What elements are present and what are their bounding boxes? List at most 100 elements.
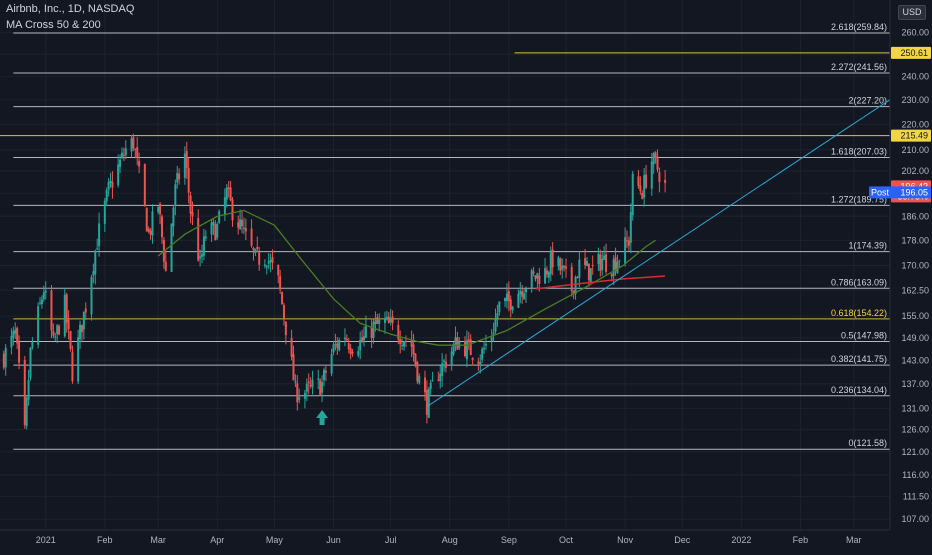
candle-body: [52, 331, 55, 336]
candle-body: [199, 256, 202, 259]
post-tag-bg: [869, 186, 891, 199]
candle-body: [404, 340, 407, 342]
candle-body: [119, 159, 122, 167]
candle-body: [645, 174, 648, 188]
indicator-label[interactable]: MA Cross 50 & 200: [6, 19, 101, 31]
candle-body: [298, 397, 301, 400]
candle-body: [172, 207, 175, 227]
candle-body: [14, 329, 17, 334]
ma-slow-line: [535, 275, 666, 290]
candle-body: [27, 380, 30, 400]
time-tick-label: 2022: [731, 535, 751, 545]
candle-body: [505, 293, 508, 302]
candle-body: [565, 266, 568, 269]
candle-body: [132, 136, 135, 149]
currency-button[interactable]: USD: [898, 5, 926, 20]
candle-body: [130, 138, 133, 152]
candle-body: [237, 222, 240, 228]
candle-body: [98, 223, 101, 247]
candle-body: [267, 260, 270, 264]
candle-body: [652, 153, 655, 165]
candle-body: [322, 369, 325, 381]
candle-body: [584, 258, 587, 266]
candle-body: [332, 344, 335, 353]
time-tick-label: Sep: [501, 535, 517, 545]
candle-body: [256, 246, 259, 250]
candle-body: [643, 175, 646, 198]
candle-body: [239, 219, 242, 230]
candle-body: [103, 200, 106, 224]
candle-body: [319, 380, 322, 395]
fib-label: 1.272(189.75): [831, 194, 887, 204]
price-tick-label: 210.00: [901, 145, 929, 155]
annotations: [316, 410, 329, 425]
candles: [2, 133, 667, 430]
candle-body: [639, 185, 642, 191]
candle-body: [664, 179, 667, 183]
candle-body: [481, 348, 484, 360]
price-tick-label: 186.00: [901, 211, 929, 221]
candle-body: [58, 325, 61, 335]
candle-body: [241, 219, 244, 227]
candle-body: [321, 382, 324, 393]
candle-body: [504, 297, 507, 302]
candle-body: [67, 319, 70, 330]
fib-label: 2.272(241.56): [831, 62, 887, 72]
candle-body: [650, 161, 653, 189]
candle-body: [454, 337, 457, 346]
candle-body: [351, 351, 354, 354]
candle-body: [391, 316, 394, 324]
fib-label: 0.5(147.98): [841, 331, 887, 341]
candle-body: [54, 336, 57, 338]
fib-label: 0.618(154.22): [831, 308, 887, 318]
candle-body: [547, 272, 550, 278]
candle-body: [84, 308, 87, 313]
candle-body: [443, 360, 446, 362]
candle-body: [294, 381, 297, 383]
candle-body: [80, 324, 83, 333]
candle-body: [587, 263, 590, 281]
time-axis[interactable]: 2021 Feb Mar Apr May Jun Jul Aug Sep Oct Nov Dec 202…: [0, 529, 932, 550]
candle-body: [324, 370, 327, 373]
candle-body: [218, 211, 221, 223]
candle-body: [258, 252, 261, 265]
candle-body: [277, 265, 280, 276]
candle-body: [25, 398, 28, 427]
candle-body: [570, 266, 573, 291]
candle-body: [561, 265, 564, 270]
symbol-title[interactable]: Airbnb, Inc., 1D, NASDAQ: [6, 3, 135, 15]
candle-body: [229, 187, 232, 201]
candle-body: [145, 208, 148, 232]
candle-body: [82, 311, 85, 330]
candle-body: [378, 319, 381, 324]
candle-body: [374, 320, 377, 325]
price-tick-label: 126.00: [901, 425, 929, 435]
price-tick-label: 121.00: [901, 447, 929, 457]
candle-body: [252, 248, 255, 251]
level-tag-250: 250.61: [900, 48, 928, 58]
candle-body: [425, 390, 428, 415]
time-tick-label: Nov: [617, 535, 634, 545]
post-tag: Post: [871, 187, 890, 197]
candle-body: [136, 147, 139, 158]
candle-body: [250, 228, 253, 246]
candle-body: [317, 378, 320, 381]
candle-body: [439, 373, 442, 382]
time-tick-label: Aug: [442, 535, 458, 545]
candle-body: [290, 338, 293, 357]
candle-body: [536, 273, 539, 279]
candle-body: [465, 340, 468, 360]
price-tick-label: 111.50: [903, 492, 929, 502]
candle-body: [204, 236, 207, 239]
candle-body: [345, 338, 348, 341]
fib-label: 2.618(259.84): [831, 22, 887, 32]
candle-body: [309, 384, 312, 386]
price-axis[interactable]: 260.00250.00240.00230.00220.00210.00202.…: [869, 0, 932, 550]
candle-body: [111, 181, 114, 188]
candle-body: [631, 173, 634, 216]
candle-body: [31, 341, 34, 348]
candle-body: [303, 392, 306, 399]
candle-body: [23, 360, 26, 426]
candle-body: [412, 344, 415, 355]
